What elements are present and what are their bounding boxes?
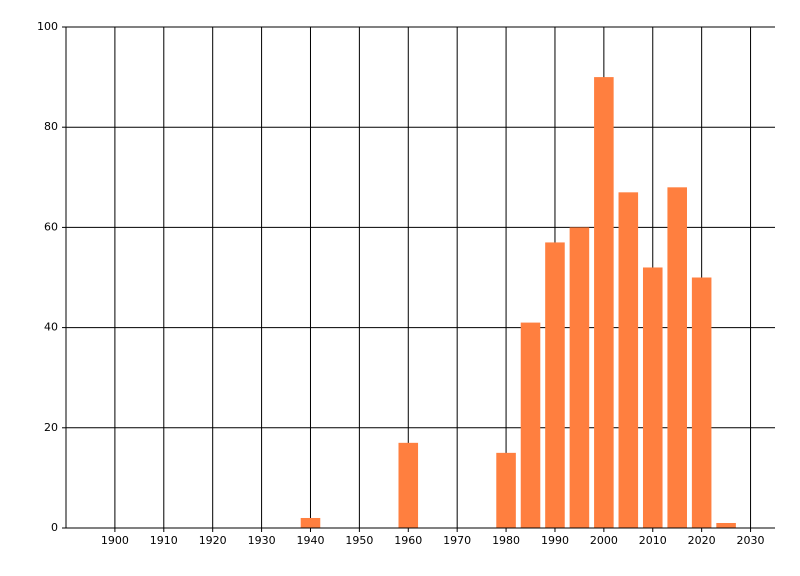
bar bbox=[520, 322, 541, 528]
x-tick-label: 1910 bbox=[150, 534, 178, 547]
bar bbox=[642, 267, 663, 528]
x-tick-label: 1940 bbox=[296, 534, 324, 547]
x-tick-label: 2030 bbox=[737, 534, 765, 547]
bar bbox=[618, 192, 639, 528]
bar bbox=[691, 277, 712, 528]
y-tick-label: 40 bbox=[44, 321, 58, 334]
x-tick-label: 1930 bbox=[248, 534, 276, 547]
bar bbox=[496, 452, 516, 528]
bar bbox=[569, 227, 590, 528]
x-tick-label: 1950 bbox=[345, 534, 373, 547]
y-tick-label: 100 bbox=[37, 20, 58, 33]
x-tick-label: 1900 bbox=[101, 534, 129, 547]
y-tick-label: 60 bbox=[44, 220, 58, 233]
y-tick-label: 20 bbox=[44, 421, 58, 434]
x-tick-label: 1920 bbox=[199, 534, 227, 547]
bar bbox=[545, 242, 565, 528]
y-tick-label: 0 bbox=[51, 521, 58, 534]
x-tick-label: 1960 bbox=[394, 534, 422, 547]
x-tick-label: 1970 bbox=[443, 534, 471, 547]
x-tick-label: 2010 bbox=[639, 534, 667, 547]
bar bbox=[300, 517, 321, 528]
bar bbox=[398, 442, 419, 528]
x-tick-label: 1980 bbox=[492, 534, 520, 547]
x-tick-label: 1990 bbox=[541, 534, 569, 547]
bar bbox=[716, 522, 736, 528]
bar bbox=[667, 187, 687, 528]
x-tick-label: 2000 bbox=[590, 534, 618, 547]
bar bbox=[594, 77, 614, 528]
y-tick-label: 80 bbox=[44, 120, 58, 133]
x-tick-label: 2020 bbox=[688, 534, 716, 547]
